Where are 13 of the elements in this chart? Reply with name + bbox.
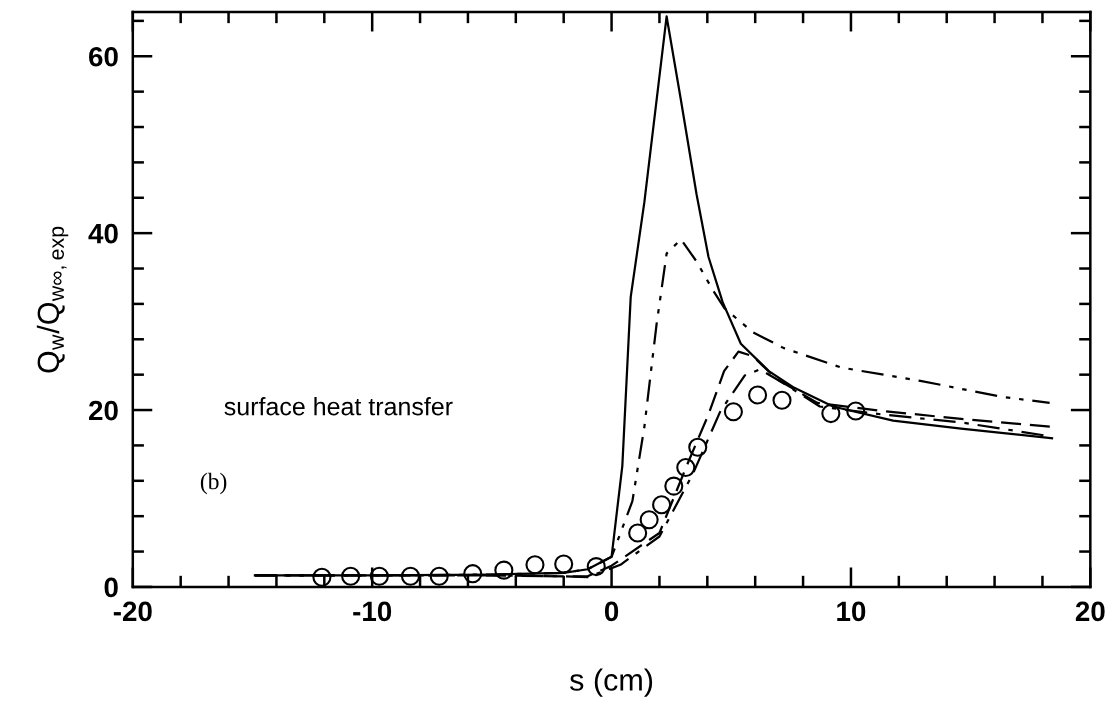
x-tick-label: -10 <box>353 601 392 622</box>
x-axis-title: s (cm) <box>570 668 653 697</box>
annotation: (b) <box>200 472 227 495</box>
x-tick-label: 10 <box>837 601 866 622</box>
y-axis-title: Q$_{w}$/Q$_{w∞,exp}$ <box>36 226 69 373</box>
y-tick-label: 40 <box>88 223 118 244</box>
x-tick-label: 20 <box>1075 601 1105 622</box>
y-tick-label: 20 <box>88 400 118 421</box>
x-tick-label: 0 <box>604 601 619 622</box>
annotation: surface heat transfer <box>224 397 453 416</box>
x-tick-label: -20 <box>113 601 152 622</box>
y-tick-label: 60 <box>89 46 118 67</box>
y-tick-label: 0 <box>104 577 118 598</box>
